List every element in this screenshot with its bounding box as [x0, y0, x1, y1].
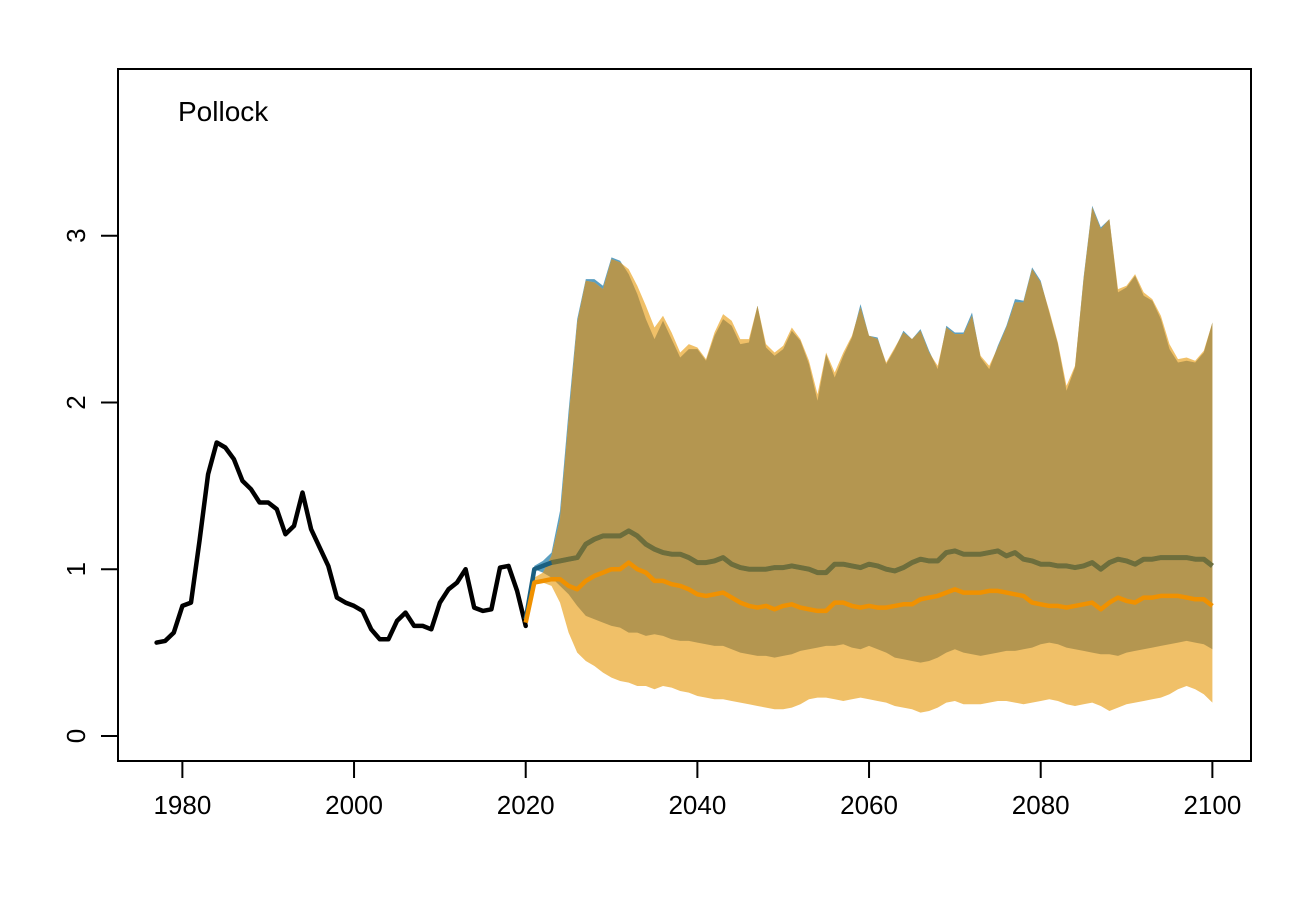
- y-tick-label: 1: [61, 562, 91, 576]
- chart-title: Pollock: [178, 96, 269, 127]
- band-layer: [525, 205, 1213, 713]
- overlap-band: [525, 207, 1213, 663]
- y-tick-label: 2: [61, 395, 91, 409]
- x-tick-label: 2020: [497, 790, 555, 820]
- historical-line: [154, 440, 528, 645]
- x-tick-label: 2100: [1183, 790, 1241, 820]
- x-tick-label: 2060: [840, 790, 898, 820]
- x-axis: 1980 2000 2020 2040 2060 2080 2100: [153, 760, 1241, 820]
- x-tick-label: 2000: [325, 790, 383, 820]
- scenario-b-median-line: [523, 560, 1214, 624]
- x-tick-label: 2040: [668, 790, 726, 820]
- y-tick-label: 3: [61, 228, 91, 242]
- scenario-a-median-overlap: [551, 528, 1214, 576]
- line-layer: [154, 440, 1214, 645]
- x-tick-label: 1980: [153, 790, 211, 820]
- x-tick-label: 2080: [1012, 790, 1070, 820]
- y-tick-label: 0: [61, 729, 91, 743]
- y-axis: 0 1 2 3: [61, 228, 119, 743]
